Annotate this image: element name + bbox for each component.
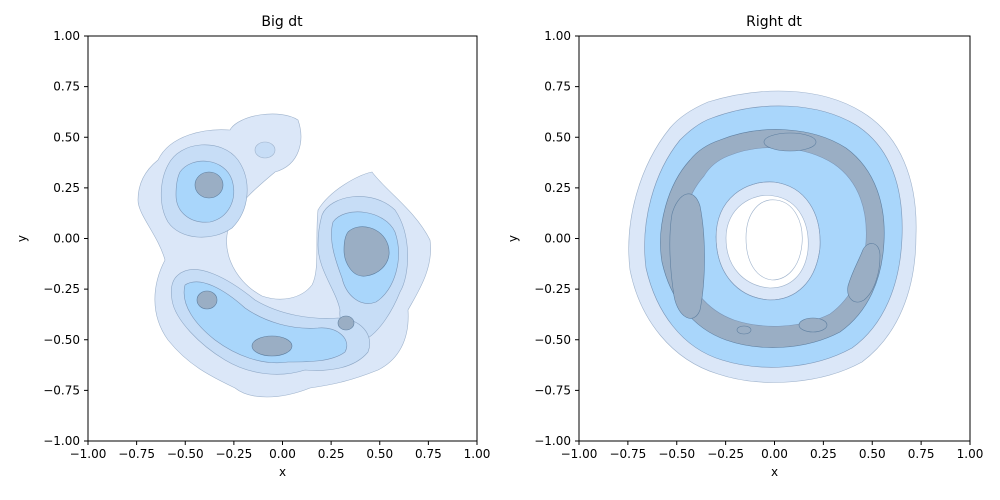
- x-tick-label: −1.00: [70, 447, 107, 461]
- y-tick-label: 1.00: [544, 29, 571, 43]
- x-tick-label: 1.00: [464, 447, 491, 461]
- y-tick-label: −0.25: [43, 282, 80, 296]
- x-tick-label: −0.50: [167, 447, 204, 461]
- y-tick-label: 0.25: [544, 181, 571, 195]
- x-tick-label: −0.25: [707, 447, 744, 461]
- x-tick-label: 0.50: [859, 447, 886, 461]
- y-tick-label: 0.50: [544, 130, 571, 144]
- x-tick-label: 0.25: [318, 447, 345, 461]
- density-peak-left: [669, 193, 705, 319]
- x-tick-label: 0.50: [366, 447, 393, 461]
- x-axis-label: x: [771, 465, 778, 479]
- x-tick-label: 0.25: [810, 447, 837, 461]
- x-tick-label: −0.75: [118, 447, 155, 461]
- x-tick-label: −0.25: [215, 447, 252, 461]
- axes-right-dt: −1.00 −0.75 −0.50 −0.25 0.00 0.25 0.50 0.75 1.00…: [506, 29, 983, 479]
- y-tick-label: 0.50: [53, 130, 80, 144]
- x-axis-label: x: [279, 465, 286, 479]
- density-contours: [137, 113, 431, 398]
- density-peak-right: [343, 226, 390, 277]
- y-axis-label: y: [506, 235, 520, 242]
- density-small-blob: [254, 141, 276, 159]
- chart-title: Right dt: [746, 14, 802, 30]
- y-tick-label: −0.50: [534, 333, 571, 347]
- y-tick-label: 1.00: [53, 29, 80, 43]
- density-peak-top: [763, 132, 817, 152]
- x-tick-label: 0.00: [269, 447, 296, 461]
- density-peak-bottom: [251, 335, 293, 357]
- y-tick-label: −0.50: [43, 333, 80, 347]
- x-tick-label: 0.75: [908, 447, 935, 461]
- density-peak-right: [847, 243, 881, 303]
- panel-big-dt: Big dt −1.00 −0.75 −0.50 −0.25 0.00 0.25 0.50 0…: [15, 14, 490, 479]
- y-tick-label: 0.00: [544, 232, 571, 246]
- density-contours: [628, 90, 917, 383]
- x-tick-label: 0.75: [415, 447, 442, 461]
- panel-right-dt: Right dt −1.00 −0.75 −0.50 −0.25 0.00 0.25 0.5…: [506, 14, 983, 479]
- chart-title: Big dt: [261, 14, 303, 30]
- y-tick-label: 0.00: [53, 232, 80, 246]
- x-tick-label: −1.00: [561, 447, 598, 461]
- x-tick-label: 0.00: [761, 447, 788, 461]
- y-tick-label: −0.75: [534, 383, 571, 397]
- density-peak-upper-left: [194, 171, 224, 199]
- axes-big-dt: −1.00 −0.75 −0.50 −0.25 0.00 0.25 0.50 0.75 1.00…: [15, 29, 490, 479]
- y-axis-label: y: [15, 235, 29, 242]
- density-peak-bottom-right: [337, 315, 355, 331]
- density-peak-bottom-right: [798, 317, 828, 333]
- y-tick-label: 0.25: [53, 181, 80, 195]
- x-tick-label: 1.00: [957, 447, 984, 461]
- x-tick-label: −0.50: [658, 447, 695, 461]
- y-tick-label: −0.75: [43, 383, 80, 397]
- y-tick-label: −1.00: [43, 434, 80, 448]
- density-peak-bottom-left: [196, 290, 218, 310]
- y-tick-label: −1.00: [534, 434, 571, 448]
- y-tick-label: 0.75: [544, 80, 571, 94]
- density-peak-bottom-left: [736, 325, 752, 335]
- y-tick-label: 0.75: [53, 80, 80, 94]
- x-tick-label: −0.75: [609, 447, 646, 461]
- y-tick-label: −0.25: [534, 282, 571, 296]
- density-hole: [745, 199, 803, 281]
- density-ring-valley: [680, 147, 867, 327]
- density-region-bottom-2: [183, 281, 347, 364]
